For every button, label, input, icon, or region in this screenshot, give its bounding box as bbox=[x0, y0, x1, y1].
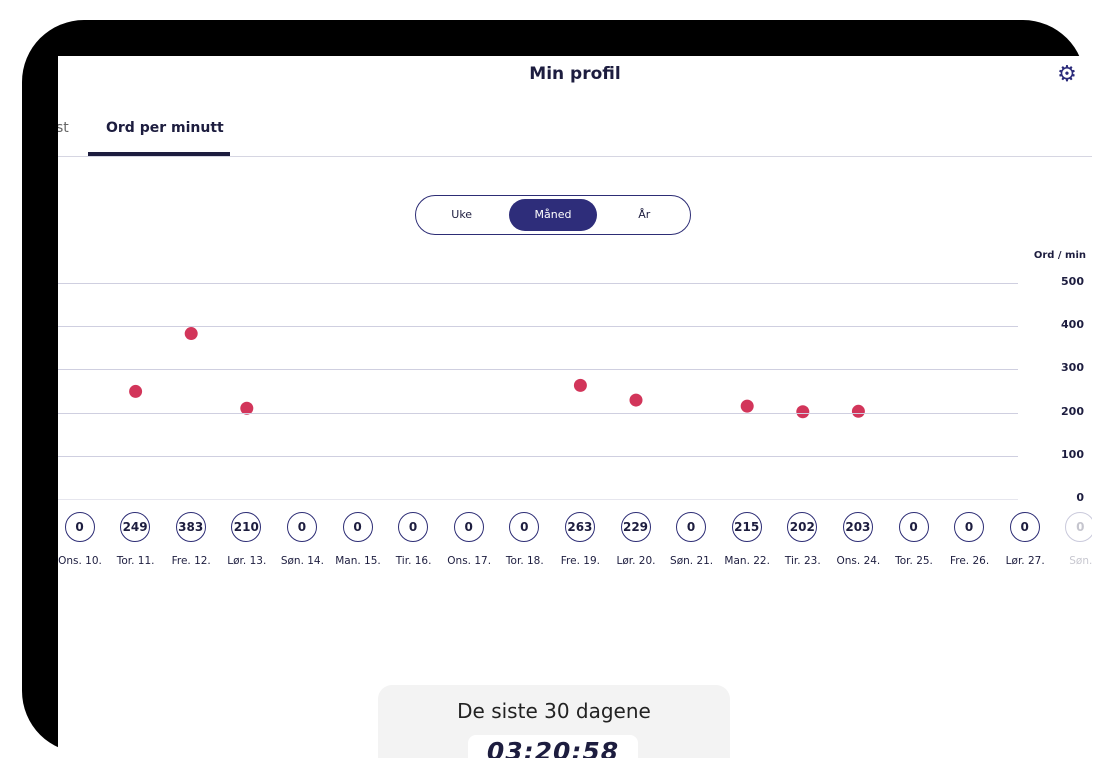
gridline bbox=[58, 369, 1018, 371]
data-point[interactable] bbox=[629, 393, 643, 407]
value-badge[interactable]: 210 bbox=[231, 512, 262, 542]
value-badge[interactable]: 263 bbox=[564, 512, 595, 542]
gridline bbox=[58, 326, 1018, 328]
device-frame: Min profil ⚙ st Ord per minutt Uke Måned… bbox=[22, 20, 1092, 758]
day-label: Man. 15. bbox=[335, 555, 381, 567]
data-point[interactable] bbox=[796, 405, 810, 419]
data-point[interactable] bbox=[240, 401, 254, 415]
data-point[interactable] bbox=[573, 378, 587, 392]
value-badge[interactable]: 0 bbox=[1009, 512, 1040, 542]
data-point[interactable] bbox=[184, 327, 198, 341]
gridline bbox=[58, 499, 1018, 500]
period-segmented-control: Uke Måned År bbox=[415, 195, 691, 235]
day-label: Ons. 17. bbox=[447, 555, 492, 567]
value-badge[interactable]: 0 bbox=[509, 512, 540, 542]
day-label: Lør. 20. bbox=[616, 555, 656, 567]
tab-ord-per-minutt[interactable]: Ord per minutt bbox=[106, 120, 224, 136]
data-point[interactable] bbox=[851, 404, 865, 418]
day-label: Søn. 21. bbox=[670, 555, 714, 567]
tab-previous[interactable]: st bbox=[58, 120, 69, 136]
page-title: Min profil bbox=[529, 64, 621, 84]
gridline bbox=[58, 412, 1018, 414]
tab-divider bbox=[58, 156, 1092, 157]
y-tick-label: 200 bbox=[1061, 404, 1084, 418]
value-badge[interactable]: 0 bbox=[64, 512, 95, 542]
day-label: Fre. 26. bbox=[949, 555, 990, 567]
day-label: Ons. 24. bbox=[836, 555, 881, 567]
day-label: Søn. bbox=[1069, 555, 1092, 567]
day-label: Tor. 25. bbox=[895, 555, 933, 567]
value-badge[interactable]: 0 bbox=[898, 512, 929, 542]
segment-uke[interactable]: Uke bbox=[451, 208, 473, 221]
day-label: Tor. 18. bbox=[505, 555, 544, 567]
value-badge[interactable]: 0 bbox=[1065, 512, 1092, 542]
value-badge[interactable]: 0 bbox=[954, 512, 985, 542]
value-badge[interactable]: 202 bbox=[787, 512, 818, 542]
profile-screen: Min profil ⚙ st Ord per minutt Uke Måned… bbox=[58, 56, 1092, 758]
y-tick-label: 0 bbox=[1076, 491, 1084, 504]
day-label: Tir. 23. bbox=[784, 555, 821, 567]
gridline bbox=[58, 283, 1018, 284]
summary-card: De siste 30 dagene 03:20:58 bbox=[378, 685, 730, 758]
timer-box: 03:20:58 bbox=[468, 735, 638, 758]
day-label: Ons. 10. bbox=[58, 555, 102, 567]
value-badge[interactable]: 0 bbox=[286, 512, 317, 542]
segment-maned[interactable]: Måned bbox=[509, 199, 597, 231]
y-tick-label: 300 bbox=[1061, 361, 1084, 375]
gridline bbox=[58, 455, 1018, 457]
day-label: Fre. 19. bbox=[560, 555, 600, 567]
value-badge[interactable]: 0 bbox=[342, 512, 373, 542]
day-label: Man. 22. bbox=[724, 555, 770, 567]
value-badge[interactable]: 229 bbox=[620, 512, 651, 542]
total-time: 03:20:58 bbox=[486, 737, 620, 758]
chart-points bbox=[129, 327, 865, 419]
value-badge[interactable]: 0 bbox=[676, 512, 707, 542]
data-point[interactable] bbox=[129, 384, 143, 398]
value-badge[interactable]: 0 bbox=[453, 512, 484, 542]
value-badge[interactable]: 215 bbox=[731, 512, 762, 542]
y-tick-label: 400 bbox=[1061, 318, 1084, 332]
segment-ar[interactable]: År bbox=[638, 208, 651, 221]
day-label: Tir. 16. bbox=[395, 555, 432, 567]
value-badge[interactable]: 249 bbox=[120, 512, 151, 542]
day-label: Lør. 13. bbox=[227, 555, 267, 567]
day-label: Fre. 12. bbox=[171, 555, 211, 567]
day-label: Tor. 11. bbox=[116, 555, 155, 567]
value-badge[interactable]: 203 bbox=[842, 512, 873, 542]
value-badge[interactable]: 0 bbox=[398, 512, 429, 542]
day-label: Søn. 14. bbox=[280, 555, 324, 567]
data-point[interactable] bbox=[740, 399, 754, 413]
y-tick-label: 500 bbox=[1061, 275, 1084, 288]
summary-title: De siste 30 dagene bbox=[457, 699, 651, 723]
day-label: Lør. 27. bbox=[1005, 555, 1045, 567]
gear-icon[interactable]: ⚙ bbox=[1057, 62, 1077, 87]
y-axis-label: Ord / min bbox=[1033, 250, 1086, 261]
value-badge[interactable]: 383 bbox=[175, 512, 206, 542]
active-tab-indicator bbox=[88, 152, 230, 156]
y-tick-label: 100 bbox=[1061, 447, 1084, 461]
